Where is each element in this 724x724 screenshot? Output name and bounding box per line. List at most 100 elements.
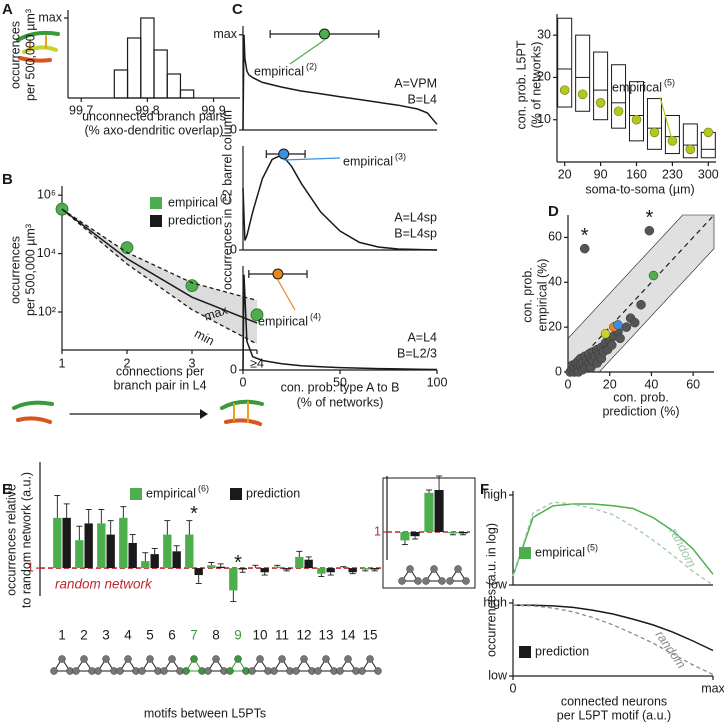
empirical-point	[613, 106, 624, 117]
x-tick-label: 8	[212, 628, 220, 643]
axis-title: unconnected branch pairs	[82, 109, 226, 123]
motif-node	[72, 667, 80, 675]
bar	[62, 517, 71, 569]
box	[664, 114, 680, 155]
axis-title: soma-to-soma (µm)	[585, 182, 694, 196]
legend-swatch	[519, 547, 531, 559]
x-tick-label: 230	[662, 167, 683, 181]
y-tick-label: 0	[230, 362, 237, 376]
motif-node	[204, 667, 212, 675]
bar	[295, 556, 304, 569]
bar	[348, 568, 357, 573]
panel-label: E	[2, 481, 12, 498]
data-point	[615, 333, 625, 344]
bar	[304, 559, 313, 569]
x-tick-label: 300	[698, 167, 719, 181]
axis-title: occurrences	[8, 236, 22, 304]
motif-node	[430, 565, 438, 573]
axis-title: con. prob. L5PT	[514, 40, 528, 129]
motif-node	[366, 655, 374, 663]
annotation: *	[190, 503, 198, 525]
series-line	[513, 604, 714, 652]
motif-node	[446, 577, 454, 585]
motif-node	[422, 577, 430, 585]
bar	[273, 566, 282, 569]
axis-title: occurrences in C2 barrel column	[220, 110, 234, 290]
legend-label: empirical	[146, 486, 196, 500]
x-tick-label: 1	[58, 628, 66, 643]
y-tick-label: high	[483, 487, 507, 501]
motif-node	[212, 655, 220, 663]
y-tick-label: low	[488, 577, 508, 591]
x-tick-label: 20	[558, 167, 572, 181]
series-line	[61, 208, 258, 324]
bar	[75, 540, 84, 569]
box	[593, 51, 609, 121]
axis-title: con. prob.	[520, 267, 534, 323]
series-line	[242, 153, 438, 251]
x-tick-label: 99.9	[201, 103, 225, 117]
motif-node	[226, 667, 234, 675]
histogram-bar	[153, 49, 168, 99]
motif-node	[358, 667, 366, 675]
bar	[53, 517, 62, 569]
empirical-point	[703, 127, 714, 138]
motif-icon	[229, 658, 247, 672]
reference: (3)	[395, 151, 406, 161]
data-point	[579, 243, 590, 254]
x-tick-label: 2	[80, 628, 88, 643]
bar	[172, 551, 181, 569]
motif-icon	[295, 658, 313, 672]
data-point	[120, 241, 134, 255]
motif-node	[314, 667, 322, 675]
x-tick-label: 9	[234, 628, 242, 643]
x-tick-label: 0	[510, 681, 517, 695]
motif-icon	[185, 658, 203, 672]
legend-swatch	[519, 646, 531, 658]
axis-title: (% axo-dendritic overlap)	[85, 123, 224, 137]
estimate-point	[272, 268, 284, 280]
y-tick-label: high	[483, 595, 507, 609]
x-tick-label: 7	[190, 628, 198, 643]
annotation-pointer	[277, 279, 296, 311]
motif-icon	[75, 658, 93, 672]
axis-title: connections per	[116, 364, 204, 378]
motif-icon	[207, 658, 225, 672]
motif-node	[344, 655, 352, 663]
y-tick-label: 0	[555, 364, 562, 378]
y-tick-label: 40	[548, 275, 562, 289]
annotation-pointer	[289, 39, 325, 65]
label: A=VPM	[394, 76, 437, 90]
x-tick-label: 90	[594, 167, 608, 181]
reference: (5)	[587, 542, 598, 552]
label: B=L2/3	[397, 346, 437, 360]
annotation: *	[234, 552, 242, 574]
axis-title: per 500,000 µm³	[23, 9, 37, 101]
motif-node	[102, 655, 110, 663]
y-tick-label: 20	[537, 70, 551, 84]
annotation: empirical	[612, 80, 662, 94]
bar	[128, 542, 137, 569]
y-tick-label: 60	[548, 230, 562, 244]
label: A=L4	[407, 330, 437, 344]
axis-title: (% of networks)	[529, 42, 543, 129]
axis-title: per 500,000 µm³	[23, 224, 37, 316]
motif-node	[300, 655, 308, 663]
legend-swatch	[150, 197, 162, 209]
x-tick-label: 15	[362, 628, 377, 643]
annotation: random	[666, 526, 698, 570]
empirical-point	[559, 85, 570, 95]
motif-node	[168, 655, 176, 663]
annotation-pointer	[659, 96, 673, 142]
bar	[119, 517, 128, 569]
y-tick-label: 30	[537, 27, 551, 41]
x-tick-label: 11	[275, 628, 289, 643]
label: B=L4	[407, 92, 437, 106]
series-line	[242, 34, 438, 131]
motif-node	[414, 577, 422, 585]
x-tick-label: 12	[296, 628, 311, 643]
estimate-point	[318, 28, 330, 40]
y-tick-label: 10	[537, 112, 551, 126]
box	[575, 34, 591, 112]
axis-title: motifs between L5PTs	[144, 706, 266, 720]
